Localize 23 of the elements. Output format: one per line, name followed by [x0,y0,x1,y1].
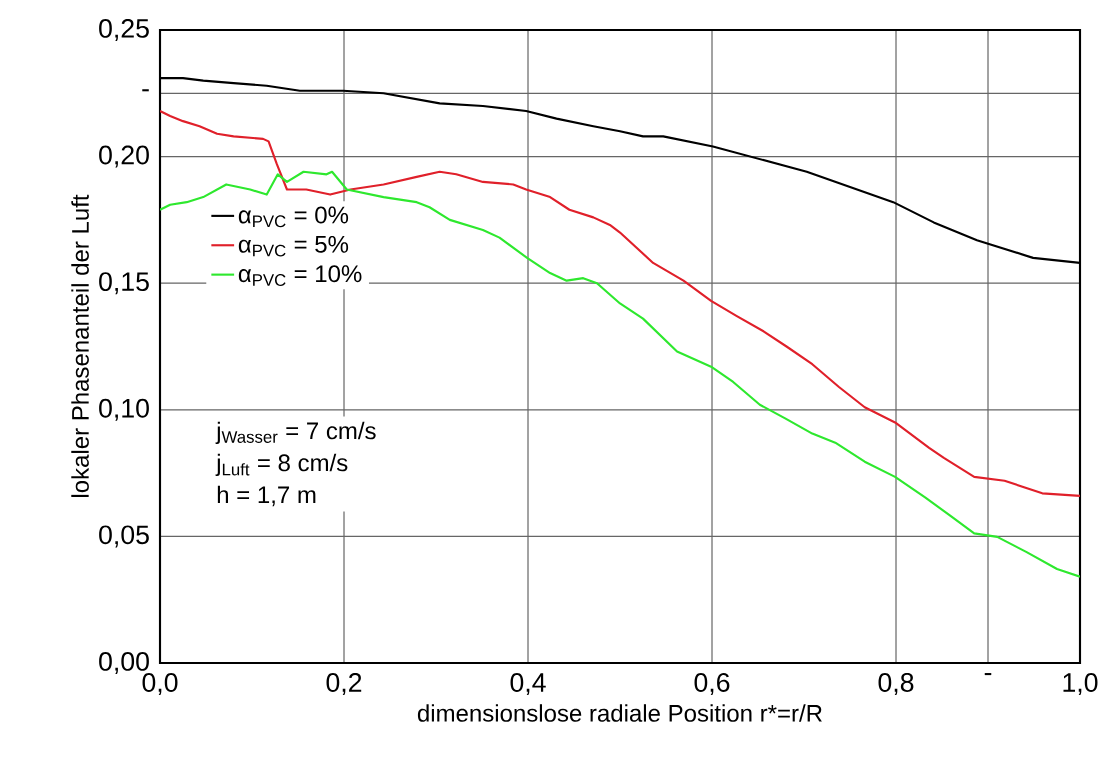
x-tick-label: - [984,673,992,676]
x-axis-title: dimensionslose radiale Position r*=r/R [417,704,822,722]
legend-label: α$_{PVC}$ = 10% [238,265,362,286]
y-tick-label: 0,15 [99,272,149,295]
x-tick-label: 0,4 [510,673,546,696]
annotation: h = 1,7 m [217,485,316,507]
annotation: j$_{Wasser}$ = 7 cm/s [215,421,376,445]
y-tick-label: 0,10 [99,398,149,421]
x-tick-label: 0,6 [694,673,730,696]
x-tick-label: 1,0 [1063,673,1098,696]
y-tick-label: - [142,89,149,92]
y-tick-label: 0,20 [99,145,149,168]
y-tick-label: 0,00 [99,651,149,674]
legend-label: α$_{PVC}$ = 0% [238,206,349,228]
y-tick-label: 0,05 [99,525,149,548]
x-tick-label: 0,8 [878,673,914,696]
y-axis-title: lokaler Phasenanteil der Luft [71,194,89,497]
legend-label: α$_{PVC}$ = 5% [238,235,349,257]
line-series [160,170,1080,578]
x-tick-label: 0,2 [326,673,362,696]
annotation: j$_{Luft}$ = 8 cm/s [215,453,348,477]
x-tick-label: 0,0 [142,673,178,696]
y-tick-label: 0,25 [99,18,149,42]
